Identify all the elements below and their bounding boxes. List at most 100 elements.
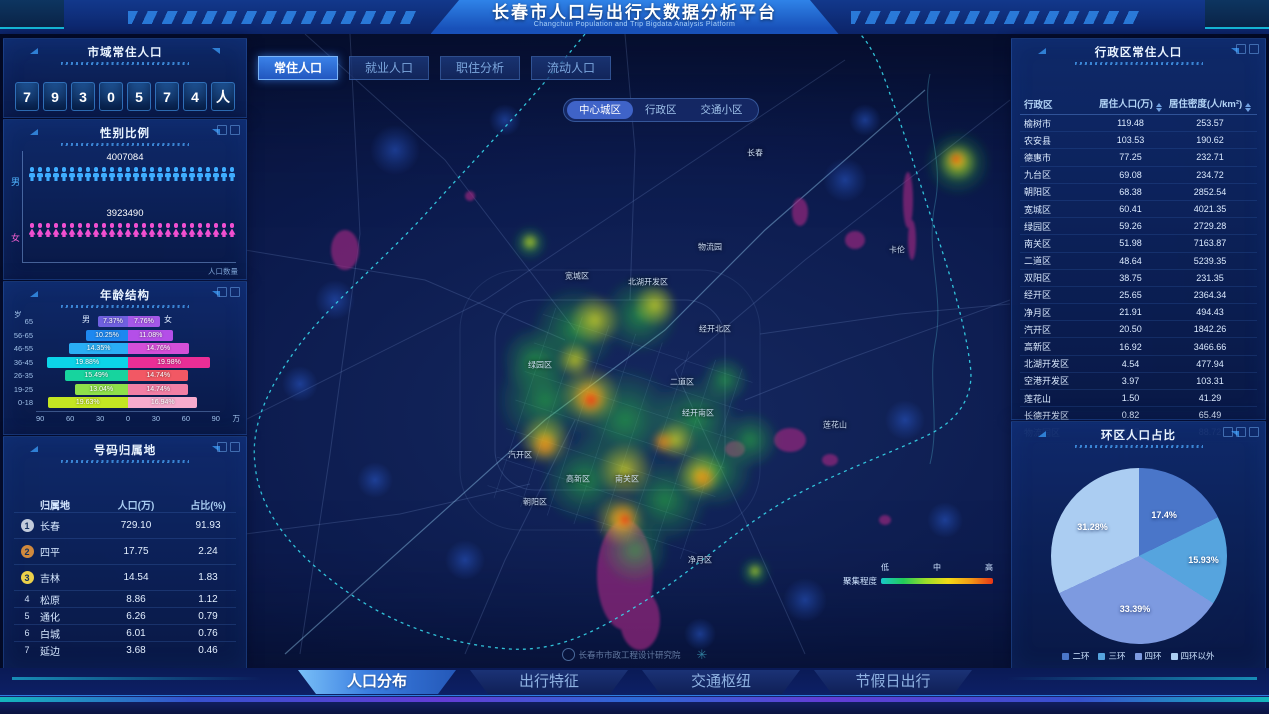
panel-title: 号码归属地 — [93, 445, 157, 457]
female-person-icon — [141, 223, 147, 237]
panel-gender-ratio: 性别比例 4007084 男 3923490 女 人口数量 — [3, 119, 247, 280]
rank-badge: 2 — [20, 545, 34, 558]
map-mode-button[interactable]: 行政区 — [645, 104, 677, 116]
female-person-icon — [229, 223, 235, 237]
population-cell: 3.97 — [1121, 375, 1140, 386]
panel-decor-triangle — [212, 291, 220, 297]
age-pyramid-chart: 岁 男 女 65 7.37% 7.76% 56-65 10.25% 11.08% 46-55… — [10, 310, 241, 423]
district-table-row: 空港开发区 3.97 103.31 — [1020, 373, 1257, 390]
phone-table-row: 2 四平 17.75 2.24 — [14, 538, 236, 564]
legend-label: 四环 — [1144, 651, 1162, 661]
legend-swatch-icon — [1170, 652, 1178, 660]
male-bar: 14.35% — [69, 343, 128, 355]
male-person-icon — [93, 167, 99, 181]
age-x-tick: 90 — [211, 413, 220, 423]
female-person-icon — [205, 223, 211, 237]
map-tab[interactable]: 常住人口 — [258, 56, 338, 80]
panel-tool-icon[interactable] — [230, 125, 240, 135]
panel-tool-icon[interactable] — [1249, 44, 1259, 54]
panel-title: 性别比例 — [100, 128, 150, 140]
district-cell: 德惠市 — [1024, 152, 1052, 163]
page-title: 长春市人口与出行大数据分析平台 — [492, 3, 777, 22]
male-person-icon — [117, 167, 123, 181]
panel-decor-triangle — [1038, 48, 1046, 54]
panel-decor-triangle — [30, 129, 38, 135]
male-count: 4007084 — [106, 152, 144, 163]
percent-cell: 1.12 — [198, 593, 218, 605]
panel-toolbar — [217, 442, 240, 452]
density-cell: 232.71 — [1196, 152, 1224, 163]
panel-ring-population: 环区人口占比 17.4% 15.93% 33.39% 31.28% 二环 三环 四环 四环以… — [1011, 421, 1266, 669]
female-person-icon — [157, 223, 163, 237]
sort-density-icon[interactable] — [1245, 103, 1252, 112]
map-district-label: 朝阳区 — [523, 497, 547, 507]
panel-toolbar — [1223, 427, 1259, 437]
panel-tool-icon[interactable] — [230, 442, 240, 452]
map-district-label: 经开南区 — [682, 408, 714, 418]
density-cell: 65.49 — [1198, 410, 1222, 421]
panel-tool-icon[interactable] — [217, 125, 227, 135]
female-person-icon — [173, 223, 179, 237]
col-percent: 占比(%) — [190, 500, 226, 512]
panel-tool-icon[interactable] — [217, 287, 227, 297]
male-person-icon — [149, 167, 155, 181]
district-cell: 双阳区 — [1024, 273, 1052, 284]
origin-cell: 白城 — [40, 629, 60, 641]
legend-label: 三环 — [1108, 651, 1126, 661]
percent-cell: 91.93 — [195, 520, 221, 531]
phone-table-row: 4 松原 8.86 1.12 — [14, 590, 236, 607]
panel-tool-icon[interactable] — [1223, 427, 1233, 437]
age-group-label: 0-18 — [17, 398, 33, 408]
district-cell: 空港开发区 — [1024, 376, 1070, 387]
panel-tool-icon[interactable] — [230, 287, 240, 297]
male-person-icon — [85, 167, 91, 181]
panel-title-underline — [61, 460, 189, 463]
female-person-icon — [165, 223, 171, 237]
legend-tick-high: 高 — [985, 563, 993, 572]
panel-decor-triangle — [212, 446, 220, 452]
institute-logo-icon — [561, 648, 575, 661]
bottom-nav-item[interactable]: 交通枢纽 — [642, 670, 800, 694]
sort-population-icon[interactable] — [1155, 103, 1162, 112]
age-x-unit: 万 — [232, 413, 241, 423]
district-cell: 净月区 — [1024, 307, 1052, 318]
population-cell: 25.65 — [1119, 289, 1142, 300]
population-cell: 6.01 — [126, 627, 146, 639]
panel-toolbar — [1236, 44, 1259, 54]
age-x-tick: 30 — [151, 413, 161, 423]
bottom-nav-item[interactable]: 节假日出行 — [814, 670, 972, 694]
header-title-plate: 长春市人口与出行大数据分析平台 Changchun Population and… — [430, 0, 839, 34]
col-resident-population-label: 居住人口(万) — [1099, 99, 1153, 110]
map-mode-button[interactable]: 交通小区 — [700, 104, 743, 116]
age-x-tick: 90 — [36, 413, 45, 423]
map-mode-button[interactable]: 中心城区 — [567, 101, 633, 119]
partner-logo — [697, 648, 708, 661]
panel-tool-icon[interactable] — [1236, 427, 1246, 437]
col-density: 居住密度(人/km²) — [1163, 96, 1257, 112]
population-cell: 38.75 — [1119, 272, 1142, 283]
panel-title-underline — [1074, 445, 1203, 448]
population-cell: 77.25 — [1119, 152, 1142, 163]
female-person-icon — [85, 223, 91, 237]
bottom-nav-item[interactable]: 出行特征 — [470, 670, 628, 694]
female-bar: 14.74% — [128, 383, 189, 395]
map-tab[interactable]: 职住分析 — [440, 56, 520, 80]
bottom-nav-item[interactable]: 人口分布 — [298, 670, 456, 694]
rank-cell: 6 — [24, 628, 30, 638]
panel-decor-triangle — [212, 48, 220, 54]
population-digit: 5 — [127, 82, 151, 111]
male-person-icon — [213, 167, 219, 181]
map-tab[interactable]: 就业人口 — [349, 56, 429, 80]
map-district-label: 北湖开发区 — [628, 277, 668, 287]
population-cell: 3.68 — [126, 644, 146, 656]
map-footer-logos: 长春市市政工程设计研究院 — [561, 648, 708, 661]
panel-tool-icon[interactable] — [1236, 44, 1246, 54]
legend-tick-low: 低 — [881, 563, 889, 572]
density-cell: 4021.35 — [1193, 204, 1227, 215]
panel-tool-icon[interactable] — [217, 442, 227, 452]
panel-tool-icon[interactable] — [1249, 427, 1259, 437]
map-tab[interactable]: 流动人口 — [531, 56, 611, 80]
rank-cell: 5 — [24, 611, 30, 621]
header-stripes-left — [128, 11, 418, 24]
population-cell: 119.48 — [1117, 118, 1144, 129]
